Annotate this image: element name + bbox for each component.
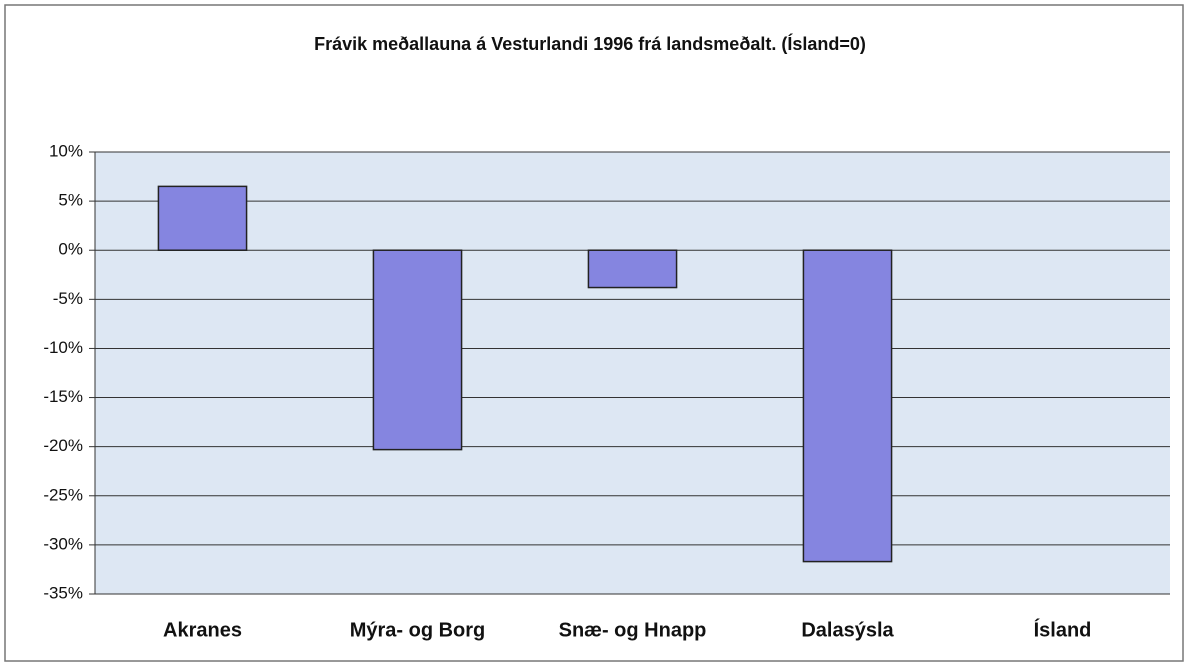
x-tick-label: Dalasýsla [801, 619, 894, 641]
x-tick-label: Akranes [163, 619, 242, 641]
y-tick-label: -35% [43, 583, 83, 602]
y-tick-label: -15% [43, 387, 83, 406]
y-tick-label: -10% [43, 338, 83, 357]
y-tick-label: -5% [53, 289, 83, 308]
bar [802, 249, 893, 563]
bar [372, 249, 463, 451]
y-tick-label: -20% [43, 436, 83, 455]
x-tick-label: Snæ- og Hnapp [559, 619, 707, 641]
y-tick-label: -25% [43, 485, 83, 504]
y-tick-label: 5% [58, 191, 83, 210]
y-tick-label: 10% [49, 141, 83, 160]
chart-title: Frávik meðallauna á Vesturlandi 1996 frá… [314, 33, 866, 54]
bar [157, 185, 248, 251]
x-tick-label: Mýra- og Borg [350, 619, 486, 641]
y-tick-label: -30% [43, 534, 83, 553]
plot-area [95, 152, 1170, 594]
bar [587, 249, 678, 289]
x-tick-label: Ísland [1034, 618, 1092, 641]
y-tick-label: 0% [58, 240, 83, 259]
